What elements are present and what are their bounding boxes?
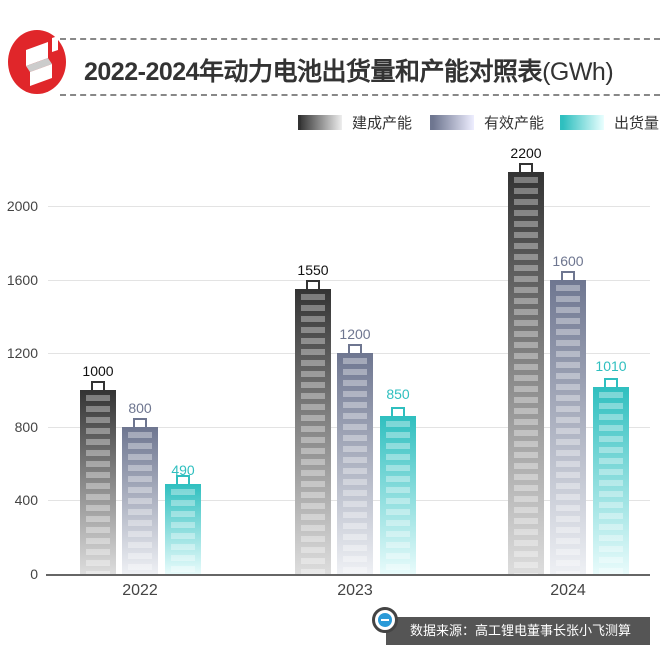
bar-2023-effective xyxy=(337,344,373,574)
x-axis xyxy=(46,574,650,576)
legend-item-shipments: 出货量 xyxy=(560,112,659,133)
y-tick: 1600 xyxy=(6,272,38,288)
bar-2024-built xyxy=(508,163,544,574)
battery-swatch-icon xyxy=(298,115,342,130)
gridline xyxy=(48,280,650,281)
y-tick: 400 xyxy=(14,492,38,508)
bar-2022-effective xyxy=(122,418,158,574)
bar-2023-built xyxy=(295,280,331,574)
value-label: 1600 xyxy=(552,253,584,269)
logo-icon xyxy=(26,36,58,86)
value-label: 800 xyxy=(128,400,152,416)
y-tick: 0 xyxy=(30,566,38,582)
bar-2023-shipped xyxy=(380,407,416,574)
info-icon xyxy=(372,607,398,633)
value-label: 1010 xyxy=(595,358,627,374)
value-label: 1550 xyxy=(297,262,329,278)
brand-logo xyxy=(8,30,66,94)
legend-label: 出货量 xyxy=(614,115,660,132)
x-tick: 2023 xyxy=(337,582,373,599)
value-label: 490 xyxy=(171,462,195,478)
title-divider-top xyxy=(60,38,660,40)
y-tick: 2000 xyxy=(6,198,38,214)
value-label: 2200 xyxy=(510,145,542,161)
value-label: 1200 xyxy=(339,326,371,342)
legend-label: 有效产能 xyxy=(484,115,545,132)
legend-item-effective-capacity: 有效产能 xyxy=(430,112,544,133)
y-tick: 1200 xyxy=(6,345,38,361)
value-label: 1000 xyxy=(82,363,114,379)
y-tick: 800 xyxy=(14,419,38,435)
title-divider-bottom xyxy=(60,94,660,96)
bar-2022-shipped xyxy=(165,475,201,574)
data-source-note: 数据来源：高工锂电董事长张小飞测算 xyxy=(386,617,650,645)
value-label: 850 xyxy=(386,386,410,402)
bar-2024-effective xyxy=(550,271,586,574)
gridline xyxy=(48,206,650,207)
legend-item-built-capacity: 建成产能 xyxy=(298,112,412,133)
bar-2022-built xyxy=(80,381,116,574)
chart-title: 2022-2024年动力电池出货量和产能对照表(GWh) xyxy=(84,58,614,86)
x-tick: 2022 xyxy=(122,582,158,599)
battery-swatch-icon xyxy=(560,115,604,130)
x-tick: 2024 xyxy=(550,582,586,599)
legend-label: 建成产能 xyxy=(352,115,413,132)
battery-swatch-icon xyxy=(430,115,474,130)
bar-2024-shipped xyxy=(593,378,629,574)
